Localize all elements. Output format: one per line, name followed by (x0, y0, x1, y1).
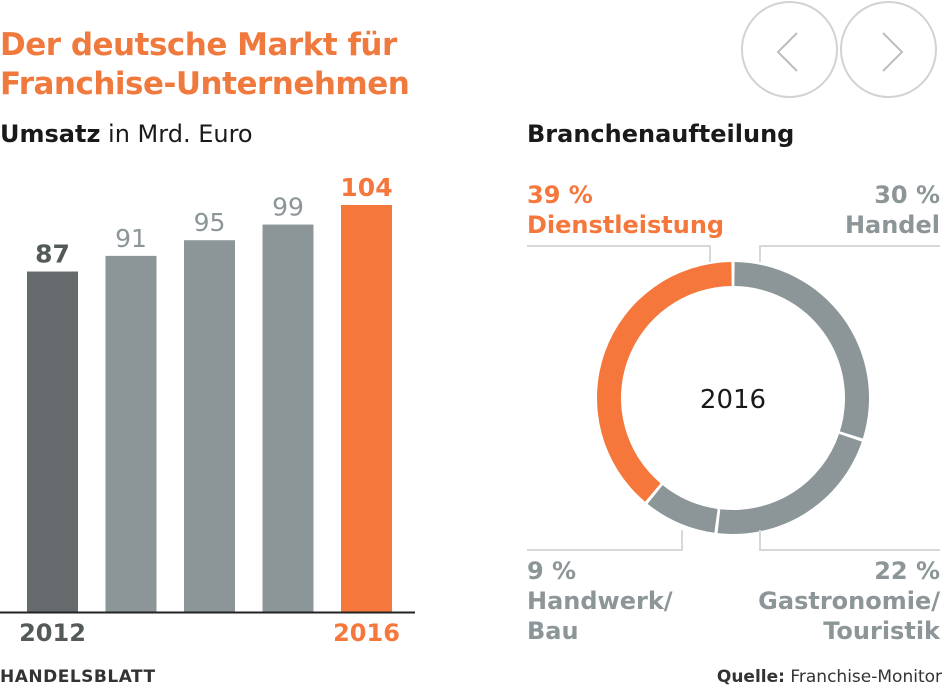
slice-percent: 39 % (527, 181, 593, 209)
bar-2015 (262, 224, 314, 612)
chevron-left-icon (776, 32, 798, 72)
slice-label-dienstleistung: 39 % Dienstleistung (527, 180, 724, 240)
leader-line (527, 530, 683, 551)
bar-2014 (184, 240, 235, 612)
slice-name: Touristik (823, 617, 940, 645)
leader-line (759, 245, 940, 262)
subtitle-unit: in Mrd. Euro (100, 120, 253, 148)
slice-name: Bau (527, 617, 579, 645)
next-button[interactable] (840, 1, 937, 98)
chart-title-line-2: Franchise-Unternehmen (0, 66, 410, 102)
slice-label-gastronomie-touristik: 22 % Gastronomie/Touristik (758, 556, 940, 646)
x-tick-label: 2016 (333, 619, 400, 647)
bar-2012 (27, 271, 78, 612)
source-note: Quelle: Franchise-Monitor (717, 667, 942, 687)
bar-value-label: 87 (35, 240, 70, 269)
donut-center-label: 2016 (700, 385, 766, 415)
donut-slice-handwerk-bau (647, 485, 718, 533)
chart-title: Der deutsche Markt für Franchise-Unterne… (0, 26, 410, 104)
bar-chart: 87 2012 91 95 99 104 2016 (0, 173, 415, 647)
slice-name: Gastronomie/ (758, 587, 940, 615)
bar-2016 (341, 205, 392, 612)
bar-2013 (105, 255, 157, 612)
bar-value-label: 104 (340, 173, 392, 202)
leader-line (759, 530, 940, 551)
leader-line (527, 245, 711, 262)
bar-value-label: 99 (272, 193, 304, 222)
subtitle-bold: Umsatz (0, 120, 101, 148)
slice-percent: 22 % (874, 557, 940, 585)
slice-name: Dienstleistung (527, 211, 725, 239)
publisher-logo: HANDELSBLATT (0, 667, 156, 687)
donut-chart-title: Branchenaufteilung (527, 120, 795, 148)
slice-label-handel: 30 % Handel (845, 180, 940, 240)
chart-title-line-1: Der deutsche Markt für (0, 27, 397, 63)
donut-slice-gastronomie-touristik (717, 433, 862, 535)
x-tick-label: 2012 (19, 619, 86, 647)
slice-name: Handel (844, 211, 940, 239)
bar-value-label: 95 (194, 208, 226, 237)
slice-name: Handwerk/ (527, 587, 673, 615)
previous-button[interactable] (741, 1, 838, 98)
slice-percent: 30 % (874, 181, 940, 209)
slice-percent: 9 % (527, 557, 577, 585)
bar-chart-subtitle: Umsatz in Mrd. Euro (0, 120, 253, 148)
donut-slice-dienstleistung (597, 262, 732, 502)
chevron-right-icon (882, 32, 904, 72)
slice-label-handwerk-bau: 9 % Handwerk/Bau (527, 556, 673, 646)
source-value: Franchise-Monitor (784, 667, 942, 687)
bar-value-label: 91 (115, 224, 147, 253)
donut-slice-handel (734, 262, 869, 439)
source-label: Quelle: (716, 667, 785, 687)
